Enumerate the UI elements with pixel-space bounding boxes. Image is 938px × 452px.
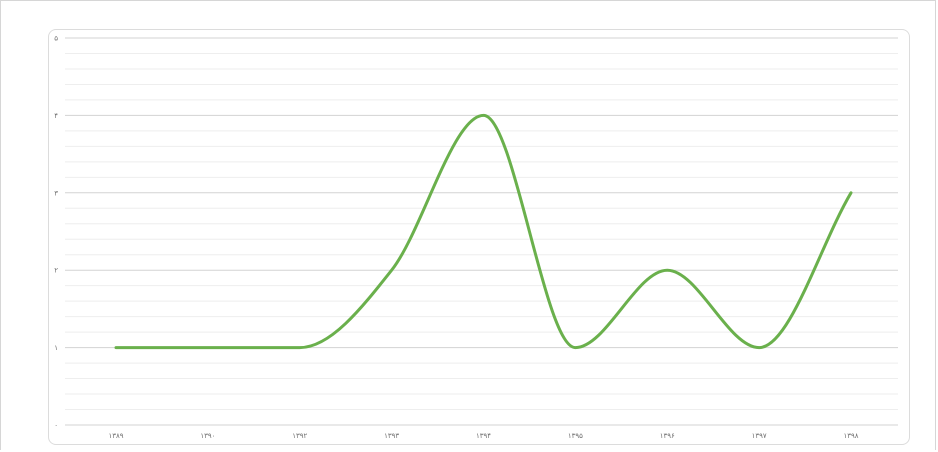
- x-tick-label: ۱۳۹۳: [384, 432, 399, 440]
- x-tick-label: ۱۳۹۶: [660, 432, 675, 440]
- y-tick-label: ۱: [54, 344, 58, 352]
- x-tick-label: ۱۳۹۲: [292, 432, 307, 440]
- y-axis: ۰ ۱ ۲ ۳ ۴ ۵: [54, 35, 58, 430]
- series-line: [114, 113, 853, 350]
- y-tick-label: ۰: [54, 422, 58, 430]
- chart-card: [48, 29, 910, 445]
- x-tick-label: ۱۳۸۹: [108, 432, 123, 440]
- grid-lines: [65, 37, 898, 426]
- x-axis: ۱۳۸۹ ۱۳۹۰ ۱۳۹۲ ۱۳۹۳ ۱۳۹۴ ۱۳۹۵ ۱۳۹۶ ۱۳۹۷ ۱۳۹۸: [108, 432, 858, 440]
- y-tick-label: ۳: [54, 189, 58, 197]
- x-tick-label: ۱۳۹۵: [568, 432, 583, 440]
- y-tick-label: ۵: [54, 35, 58, 43]
- series-lines: [114, 113, 853, 350]
- x-tick-label: ۱۳۹۷: [752, 432, 767, 440]
- x-tick-label: ۱۳۹۴: [476, 432, 491, 440]
- y-tick-label: ۲: [54, 267, 58, 275]
- y-tick-label: ۴: [54, 112, 58, 120]
- x-tick-label: ۱۳۹۸: [843, 432, 858, 440]
- x-tick-label: ۱۳۹۰: [200, 432, 215, 440]
